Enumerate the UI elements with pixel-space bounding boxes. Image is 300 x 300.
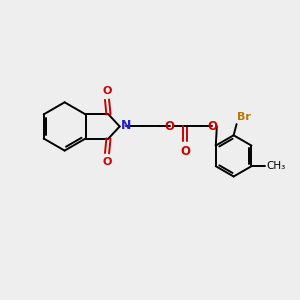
Text: O: O (207, 120, 218, 133)
Text: N: N (121, 119, 131, 132)
Text: O: O (102, 86, 112, 96)
Text: Br: Br (238, 112, 251, 122)
Text: O: O (165, 120, 175, 133)
Text: O: O (180, 145, 190, 158)
Text: CH₃: CH₃ (266, 161, 285, 171)
Text: O: O (102, 157, 112, 167)
